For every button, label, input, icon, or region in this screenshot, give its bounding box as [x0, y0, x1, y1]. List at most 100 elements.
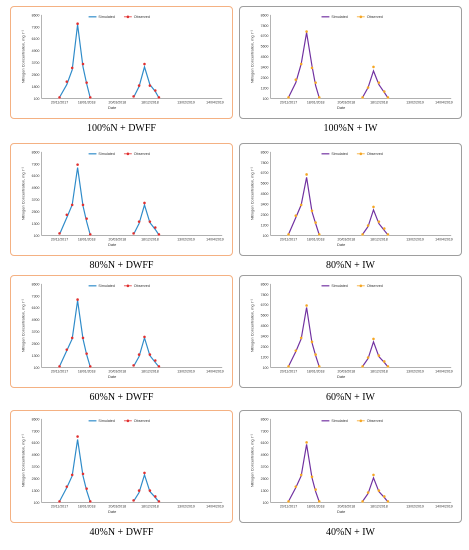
- legend-observed-label: Observed: [134, 15, 150, 19]
- chart-svg: 100 1300 2500 3700 4900 6100 7300 8600 20/11/201…: [250, 417, 453, 514]
- observed-point: [65, 213, 69, 217]
- y-tick-label: 6100: [32, 441, 40, 445]
- y-tick-label: 8600: [261, 417, 269, 421]
- observed-point: [383, 495, 386, 498]
- observed-point: [65, 348, 69, 351]
- observed-point: [386, 500, 390, 503]
- y-axis-label: Nitrogen Concentration, mg l⁻¹: [21, 433, 26, 487]
- simulated-series-line: [362, 208, 389, 236]
- simulated-series-line: [133, 64, 160, 99]
- y-tick-label: 7300: [32, 25, 40, 29]
- x-tick-label: 20/11/2017: [280, 237, 297, 241]
- x-tick-label: 20/11/2017: [51, 369, 68, 373]
- observed-point: [154, 359, 157, 362]
- observed-point: [143, 201, 146, 205]
- observed-point: [310, 340, 314, 344]
- y-tick-label: 3700: [32, 465, 40, 469]
- legend-observed-swatch: [359, 15, 363, 19]
- observed-point: [137, 84, 141, 87]
- chart-svg: 100 1300 2500 3700 4900 6100 7300 8600 20/11/201…: [21, 150, 224, 247]
- observed-point: [386, 233, 390, 236]
- y-tick-label: 4500: [261, 324, 269, 328]
- y-tick-label: 6100: [32, 37, 40, 41]
- x-tick-label: 20/03/2018: [338, 504, 356, 508]
- observed-point: [361, 233, 364, 236]
- observed-point: [386, 365, 390, 368]
- y-tick-label: 3400: [261, 203, 269, 207]
- observed-point: [314, 221, 317, 224]
- chart-panel: 100 1300 2500 3700 4900 6100 7300 8600 20/11/201…: [10, 143, 233, 256]
- panel-caption: 60%N + IW: [326, 392, 375, 403]
- observed-point: [361, 365, 364, 368]
- simulated-series-line: [287, 177, 320, 236]
- observed-point: [76, 435, 79, 438]
- observed-point: [58, 500, 61, 503]
- x-tick-label: 18/01/2018: [307, 237, 325, 241]
- observed-point: [132, 232, 135, 235]
- y-tick-label: 1300: [32, 354, 40, 358]
- chart-panel: 100 1300 2500 3700 4900 6100 7300 8600 20/11/201…: [239, 410, 462, 523]
- panel-caption: 40%N + DWFF: [89, 527, 154, 538]
- simulated-series-line: [362, 476, 389, 503]
- y-tick-label: 6100: [32, 174, 40, 178]
- y-tick-label: 8600: [261, 13, 269, 17]
- observed-point: [294, 214, 298, 217]
- y-tick-label: 100: [263, 234, 269, 238]
- legend-observed-label: Observed: [367, 152, 383, 156]
- y-tick-label: 3700: [32, 61, 40, 65]
- x-axis-label: Date: [337, 105, 345, 110]
- x-axis-label: Date: [108, 374, 116, 379]
- observed-point: [372, 65, 375, 69]
- y-tick-label: 7300: [32, 429, 40, 433]
- observed-point: [372, 337, 375, 341]
- observed-point: [383, 227, 386, 230]
- observed-point: [137, 220, 141, 223]
- observed-point: [305, 441, 308, 444]
- observed-point: [81, 336, 85, 340]
- observed-point: [305, 173, 308, 176]
- x-tick-label: 18/01/2018: [78, 100, 96, 104]
- legend-simulated-label: Simulated: [331, 284, 348, 288]
- observed-point: [377, 489, 381, 492]
- y-tick-label: 2300: [261, 76, 269, 80]
- y-tick-label: 100: [263, 366, 269, 370]
- x-axis-label: Date: [337, 509, 345, 514]
- observed-point: [157, 96, 161, 99]
- y-tick-label: 8600: [32, 13, 40, 17]
- x-tick-label: 13/02/2019: [406, 504, 424, 508]
- observed-point: [361, 96, 364, 99]
- observed-point: [148, 489, 152, 492]
- chart-svg: 100 1300 2500 3700 4900 6100 7300 8600 20/11/201…: [21, 417, 224, 514]
- y-tick-label: 7800: [261, 24, 269, 28]
- x-tick-label: 13/02/2019: [177, 369, 195, 373]
- x-tick-label: 13/02/2019: [177, 504, 195, 508]
- x-axis-label: Date: [108, 242, 116, 247]
- observed-point: [377, 220, 381, 223]
- x-tick-label: 13/02/2019: [177, 237, 195, 241]
- chart-svg: 100 1200 2300 3400 4500 5600 6700 7800 8600 20/11…: [250, 150, 453, 247]
- y-tick-label: 8600: [261, 150, 269, 154]
- x-tick-label: 18/01/2018: [307, 369, 325, 373]
- x-tick-label: 14/04/2019: [435, 237, 453, 241]
- observed-point: [132, 364, 135, 367]
- legend-observed-swatch: [126, 15, 130, 19]
- observed-point: [294, 78, 298, 81]
- x-tick-label: 18/12/2018: [141, 369, 159, 373]
- simulated-series-line: [287, 444, 320, 503]
- observed-point: [88, 500, 92, 503]
- x-tick-label: 13/02/2019: [406, 100, 424, 104]
- chart-svg: 100 1200 2300 3400 4500 5600 6700 7800 8600 20/11…: [250, 13, 453, 110]
- x-tick-label: 20/11/2017: [51, 504, 68, 508]
- x-tick-label: 18/01/2018: [307, 100, 325, 104]
- panel-caption: 100%N + DWFF: [87, 123, 156, 134]
- observed-point: [317, 96, 321, 99]
- simulated-series-line: [133, 202, 160, 236]
- simulated-series-line: [59, 24, 91, 99]
- x-axis-label: Date: [108, 509, 116, 514]
- y-axis-label: Nitrogen Concentration, mg l⁻¹: [21, 298, 26, 352]
- observed-point: [314, 81, 317, 84]
- observed-point: [317, 365, 321, 368]
- observed-point: [372, 473, 375, 477]
- x-axis-label: Date: [337, 242, 345, 247]
- simulated-series-line: [362, 69, 389, 99]
